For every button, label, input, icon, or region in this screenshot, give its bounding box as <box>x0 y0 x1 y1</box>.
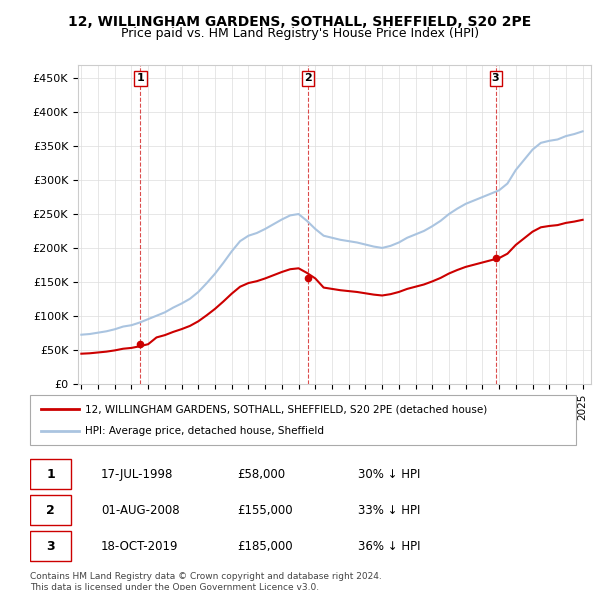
Text: 17-JUL-1998: 17-JUL-1998 <box>101 468 173 481</box>
Point <box>136 339 145 349</box>
FancyBboxPatch shape <box>30 530 71 560</box>
Text: £155,000: £155,000 <box>238 504 293 517</box>
Text: 30% ↓ HPI: 30% ↓ HPI <box>358 468 420 481</box>
Text: £58,000: £58,000 <box>238 468 286 481</box>
Text: 3: 3 <box>46 540 55 553</box>
FancyBboxPatch shape <box>30 494 71 525</box>
Text: 1: 1 <box>46 468 55 481</box>
Text: 2: 2 <box>46 504 55 517</box>
Text: £185,000: £185,000 <box>238 540 293 553</box>
FancyBboxPatch shape <box>30 395 576 445</box>
FancyBboxPatch shape <box>30 459 71 489</box>
Text: 2: 2 <box>304 74 312 83</box>
Text: Price paid vs. HM Land Registry's House Price Index (HPI): Price paid vs. HM Land Registry's House … <box>121 27 479 40</box>
Text: 18-OCT-2019: 18-OCT-2019 <box>101 540 178 553</box>
Text: 01-AUG-2008: 01-AUG-2008 <box>101 504 179 517</box>
Text: 12, WILLINGHAM GARDENS, SOTHALL, SHEFFIELD, S20 2PE (detached house): 12, WILLINGHAM GARDENS, SOTHALL, SHEFFIE… <box>85 404 487 414</box>
Text: 36% ↓ HPI: 36% ↓ HPI <box>358 540 420 553</box>
Point <box>491 253 500 263</box>
Text: 33% ↓ HPI: 33% ↓ HPI <box>358 504 420 517</box>
Text: HPI: Average price, detached house, Sheffield: HPI: Average price, detached house, Shef… <box>85 427 323 437</box>
Point <box>304 274 313 283</box>
Text: 3: 3 <box>492 74 499 83</box>
Text: 12, WILLINGHAM GARDENS, SOTHALL, SHEFFIELD, S20 2PE: 12, WILLINGHAM GARDENS, SOTHALL, SHEFFIE… <box>68 15 532 29</box>
Text: Contains HM Land Registry data © Crown copyright and database right 2024.
This d: Contains HM Land Registry data © Crown c… <box>30 572 382 590</box>
Text: 1: 1 <box>137 74 145 83</box>
